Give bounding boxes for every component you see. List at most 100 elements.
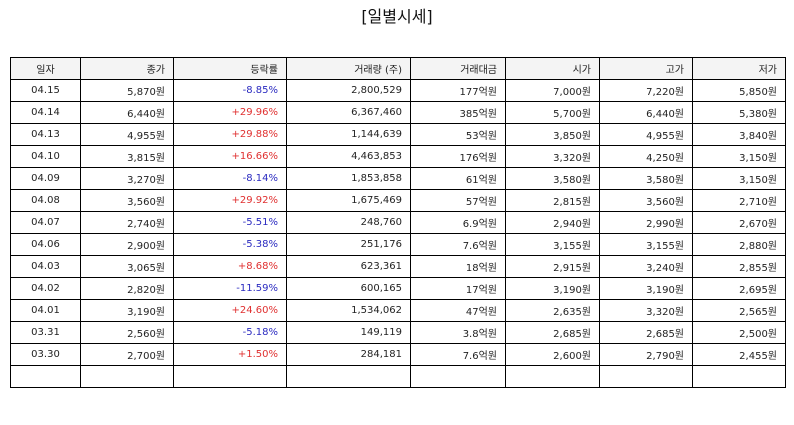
- table-row: [10, 365, 786, 388]
- cell-change: -11.59%: [173, 277, 287, 300]
- cell-low: 2,880원: [692, 233, 786, 256]
- cell-high: 3,580원: [599, 167, 693, 190]
- cell-date: 04.08: [10, 189, 81, 212]
- cell-high: 3,240원: [599, 255, 693, 278]
- cell-high: [599, 365, 693, 388]
- cell-low: 2,695원: [692, 277, 786, 300]
- cell-date: 04.07: [10, 211, 81, 234]
- column-header-amount: 거래대금: [410, 57, 506, 80]
- cell-low: 2,455원: [692, 343, 786, 366]
- column-header-change: 등락률: [173, 57, 287, 80]
- cell-low: 5,850원: [692, 79, 786, 102]
- cell-open: 3,155원: [505, 233, 600, 256]
- cell-open: 2,600원: [505, 343, 600, 366]
- cell-volume: 251,176: [286, 233, 411, 256]
- cell-date: 04.13: [10, 123, 81, 146]
- cell-change: +24.60%: [173, 299, 287, 322]
- cell-open: 3,580원: [505, 167, 600, 190]
- table-row: 04.10 3,815원 +16.66% 4,463,853 176억원 3,320원 4,…: [10, 145, 786, 168]
- cell-volume: 4,463,853: [286, 145, 411, 168]
- cell-close: 2,900원: [80, 233, 174, 256]
- cell-close: 3,270원: [80, 167, 174, 190]
- cell-open: 7,000원: [505, 79, 600, 102]
- cell-volume: 6,367,460: [286, 101, 411, 124]
- table-header-row: 일자 종가 등락률 거래량 (주) 거래대금 시가 고가 저가: [10, 57, 786, 80]
- table-row: 04.07 2,740원 -5.51% 248,760 6.9억원 2,940원 2,990…: [10, 211, 786, 234]
- cell-date: 04.02: [10, 277, 81, 300]
- cell-open: 2,915원: [505, 255, 600, 278]
- cell-amount: 61억원: [410, 167, 506, 190]
- cell-low: 2,710원: [692, 189, 786, 212]
- cell-low: 2,565원: [692, 299, 786, 322]
- table-row: 04.01 3,190원 +24.60% 1,534,062 47억원 2,635원 3,3…: [10, 299, 786, 322]
- table-row: 04.09 3,270원 -8.14% 1,853,858 61억원 3,580원 3,58…: [10, 167, 786, 190]
- column-header-open: 시가: [505, 57, 600, 80]
- cell-open: 5,700원: [505, 101, 600, 124]
- cell-high: 2,990원: [599, 211, 693, 234]
- cell-change: [173, 365, 287, 388]
- cell-change: -5.38%: [173, 233, 287, 256]
- cell-close: 4,955원: [80, 123, 174, 146]
- table-row: 04.15 5,870원 -8.85% 2,800,529 177억원 7,000원 7,2…: [10, 79, 786, 102]
- table-row: 04.08 3,560원 +29.92% 1,675,469 57억원 2,815원 3,5…: [10, 189, 786, 212]
- cell-date: 04.09: [10, 167, 81, 190]
- cell-amount: 177억원: [410, 79, 506, 102]
- table-row: 04.14 6,440원 +29.96% 6,367,460 385억원 5,700원 6,…: [10, 101, 786, 124]
- cell-date: 03.30: [10, 343, 81, 366]
- cell-change: +29.88%: [173, 123, 287, 146]
- cell-date: 04.10: [10, 145, 81, 168]
- cell-change: +29.92%: [173, 189, 287, 212]
- column-header-high: 고가: [599, 57, 693, 80]
- cell-amount: 176억원: [410, 145, 506, 168]
- cell-date: 04.15: [10, 79, 81, 102]
- cell-date: [10, 365, 81, 388]
- daily-price-table: 일자 종가 등락률 거래량 (주) 거래대금 시가 고가 저가 04.15 5,8…: [10, 57, 786, 388]
- cell-open: 3,850원: [505, 123, 600, 146]
- cell-low: 3,150원: [692, 145, 786, 168]
- cell-volume: 1,144,639: [286, 123, 411, 146]
- column-header-close: 종가: [80, 57, 174, 80]
- table-row: 03.30 2,700원 +1.50% 284,181 7.6억원 2,600원 2,790…: [10, 343, 786, 366]
- cell-volume: 248,760: [286, 211, 411, 234]
- cell-volume: 284,181: [286, 343, 411, 366]
- cell-volume: 149,119: [286, 321, 411, 344]
- cell-volume: 600,165: [286, 277, 411, 300]
- cell-open: 2,635원: [505, 299, 600, 322]
- cell-change: +1.50%: [173, 343, 287, 366]
- cell-close: 2,820원: [80, 277, 174, 300]
- cell-close: 6,440원: [80, 101, 174, 124]
- cell-low: 2,500원: [692, 321, 786, 344]
- cell-high: 3,155원: [599, 233, 693, 256]
- table-row: 04.13 4,955원 +29.88% 1,144,639 53억원 3,850원 4,9…: [10, 123, 786, 146]
- cell-volume: 1,534,062: [286, 299, 411, 322]
- cell-close: 5,870원: [80, 79, 174, 102]
- cell-low: [692, 365, 786, 388]
- cell-volume: 2,800,529: [286, 79, 411, 102]
- cell-volume: [286, 365, 411, 388]
- cell-close: 2,560원: [80, 321, 174, 344]
- cell-amount: 17억원: [410, 277, 506, 300]
- table-body: 04.15 5,870원 -8.85% 2,800,529 177억원 7,000원 7,2…: [10, 79, 786, 388]
- cell-volume: 1,853,858: [286, 167, 411, 190]
- cell-high: 2,685원: [599, 321, 693, 344]
- cell-amount: 6.9억원: [410, 211, 506, 234]
- cell-open: 3,320원: [505, 145, 600, 168]
- cell-low: 3,840원: [692, 123, 786, 146]
- cell-close: 3,190원: [80, 299, 174, 322]
- cell-change: -8.85%: [173, 79, 287, 102]
- table-row: 03.31 2,560원 -5.18% 149,119 3.8억원 2,685원 2,685…: [10, 321, 786, 344]
- cell-date: 03.31: [10, 321, 81, 344]
- cell-date: 04.06: [10, 233, 81, 256]
- column-header-low: 저가: [692, 57, 786, 80]
- cell-close: 3,065원: [80, 255, 174, 278]
- cell-high: 2,790원: [599, 343, 693, 366]
- cell-amount: 7.6억원: [410, 343, 506, 366]
- cell-amount: 385억원: [410, 101, 506, 124]
- cell-low: 3,150원: [692, 167, 786, 190]
- cell-amount: 3.8억원: [410, 321, 506, 344]
- cell-low: 2,855원: [692, 255, 786, 278]
- cell-high: 7,220원: [599, 79, 693, 102]
- cell-close: [80, 365, 174, 388]
- table-row: 04.03 3,065원 +8.68% 623,361 18억원 2,915원 3,240원…: [10, 255, 786, 278]
- cell-low: 2,670원: [692, 211, 786, 234]
